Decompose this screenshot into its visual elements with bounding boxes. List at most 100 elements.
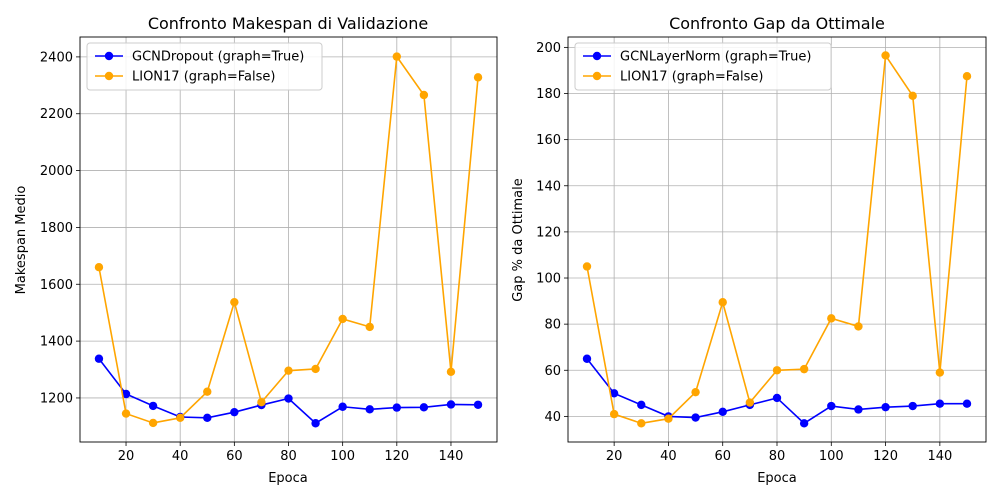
x-tick-label: 140 [439,449,464,464]
legend-marker [592,71,602,81]
data-point [94,263,104,272]
data-point [908,91,917,101]
y-tick-label: 1800 [40,221,73,236]
y-tick-label: 80 [544,318,561,333]
data-point [419,403,429,412]
data-point [962,72,972,81]
data-point [392,403,402,412]
data-point [799,419,809,428]
x-tick-label: 20 [606,449,623,464]
data-point [799,364,809,374]
gap-chart-panel: Confronto Gap da Ottimale Epoca Gap % da… [511,14,987,486]
data-point [284,366,293,375]
data-point [121,409,131,418]
y-tick-label: 160 [536,133,561,148]
y-tick-label: 2000 [40,164,73,179]
x-tick-label: 120 [384,449,409,464]
makespan-chart-panel: Confronto Makespan di Validazione Epoca … [14,14,498,486]
x-tick-label: 140 [927,449,952,464]
data-point [473,73,483,82]
data-point [284,394,293,403]
data-point [94,354,104,363]
x-tick-label: 80 [769,449,786,464]
data-point [338,314,347,324]
grid [80,37,497,442]
chart-title: Confronto Gap da Ottimale [669,14,885,33]
axes: 20 40 60 80 100 120 140 40 60 80 100 120 140 160 180 20… [536,41,952,464]
data-point [908,401,917,411]
legend-label: LION17 (graph=False) [620,70,763,85]
legend-box [86,42,323,91]
y-tick-label: 1200 [40,391,73,406]
data-point [365,322,374,332]
data-point [257,398,266,407]
y-axis-label: Makespan Medio [14,186,29,295]
data-point [582,262,592,271]
y-tick-label: 200 [536,41,561,56]
data-point [446,400,456,409]
data-point [446,367,456,376]
data-point [609,409,619,419]
data-point [311,419,320,428]
data-point [392,52,402,61]
data-point [230,407,239,417]
data-point [473,400,483,409]
chart-title: Confronto Makespan di Validazione [148,14,428,33]
y-tick-label: 60 [544,364,561,379]
x-tick-label: 20 [118,449,135,464]
data-point [148,401,158,411]
data-point [664,414,673,423]
data-point [745,398,755,407]
data-point [827,314,836,323]
x-tick-label: 40 [172,449,189,464]
axes: 20 40 60 80 100 120 140 1200 1400 1600 1800 2000 220… [40,50,463,464]
y-tick-label: 100 [536,272,561,287]
legend-box [574,42,832,91]
axes-frame [567,36,987,443]
data-point [772,366,782,375]
data-point [637,419,646,428]
data-point [203,387,212,396]
data-point [718,298,727,307]
data-point [175,413,185,423]
data-point [935,368,945,377]
data-point [827,401,836,411]
series-orange [582,51,972,428]
data-point [691,413,700,422]
data-point [854,322,863,331]
data-point [935,399,945,408]
data-point [609,389,619,398]
y-tick-label: 120 [536,225,561,240]
y-tick-label: 2200 [40,107,73,122]
data-point [718,407,727,416]
data-point [962,399,972,408]
legend: GCNDropout (graph=True) LION17 (graph=Fal… [86,42,323,91]
series-blue [94,354,483,428]
x-axis-label: Epoca [268,471,308,486]
data-point [637,400,646,410]
legend-label: GCNLayerNorm (graph=True) [620,50,811,65]
data-point [230,297,239,307]
y-tick-label: 40 [544,410,561,425]
x-tick-label: 80 [280,449,297,464]
data-point [881,402,890,412]
data-point [854,405,863,414]
axes-frame [79,36,498,443]
x-tick-label: 60 [226,449,243,464]
series-orange [94,52,483,428]
x-tick-label: 40 [660,449,677,464]
data-point [365,405,374,414]
data-point [772,393,782,403]
y-tick-label: 1600 [40,278,73,293]
x-tick-label: 120 [873,449,898,464]
legend-label: LION17 (graph=False) [132,70,275,85]
y-axis-label: Gap % da Ottimale [511,178,526,302]
y-tick-label: 2400 [40,50,73,65]
x-tick-label: 60 [714,449,731,464]
data-point [881,51,890,60]
x-axis-label: Epoca [757,471,797,486]
legend-marker [104,51,114,61]
data-point [121,389,131,399]
data-point [203,413,212,423]
